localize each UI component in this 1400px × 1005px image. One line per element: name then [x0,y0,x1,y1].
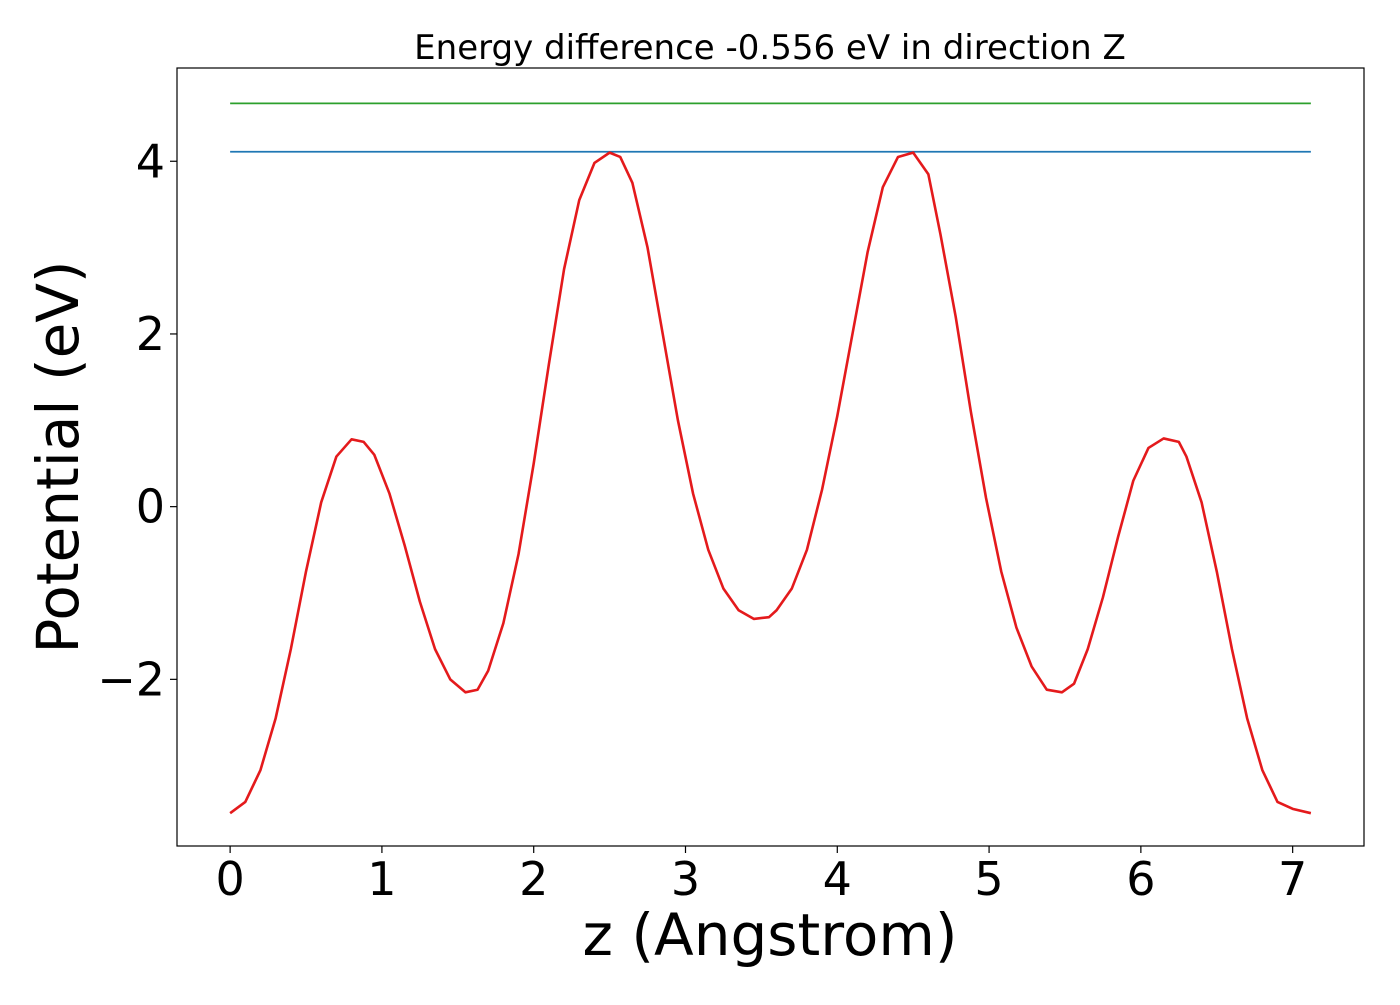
series-layer [229,102,1312,815]
x-tick-label: 4 [823,852,852,906]
y-tick-label: −2 [97,652,165,706]
x-tick-label: 7 [1278,852,1307,906]
x-tick-label: 2 [519,852,548,906]
x-tick-label: 1 [367,852,396,906]
y-tick-label: 0 [136,480,165,534]
x-tick-label: 0 [215,852,244,906]
chart-title: Energy difference -0.556 eV in direction… [414,28,1126,68]
x-axis-label: z (Angstrom) [583,901,958,969]
y-tick-label: 2 [136,307,165,361]
y-tick-label: 4 [136,134,165,188]
series-line-2 [229,151,1312,815]
y-axis-ticks: −2 0 2 4 [97,134,177,706]
x-tick-label: 6 [1126,852,1155,906]
x-tick-label: 3 [671,852,700,906]
y-axis-label: Potential (eV) [24,260,92,653]
x-tick-label: 5 [974,852,1003,906]
plot-area-frame [176,67,1365,847]
x-axis-ticks: 0 1 2 3 4 5 6 7 [215,846,1307,906]
